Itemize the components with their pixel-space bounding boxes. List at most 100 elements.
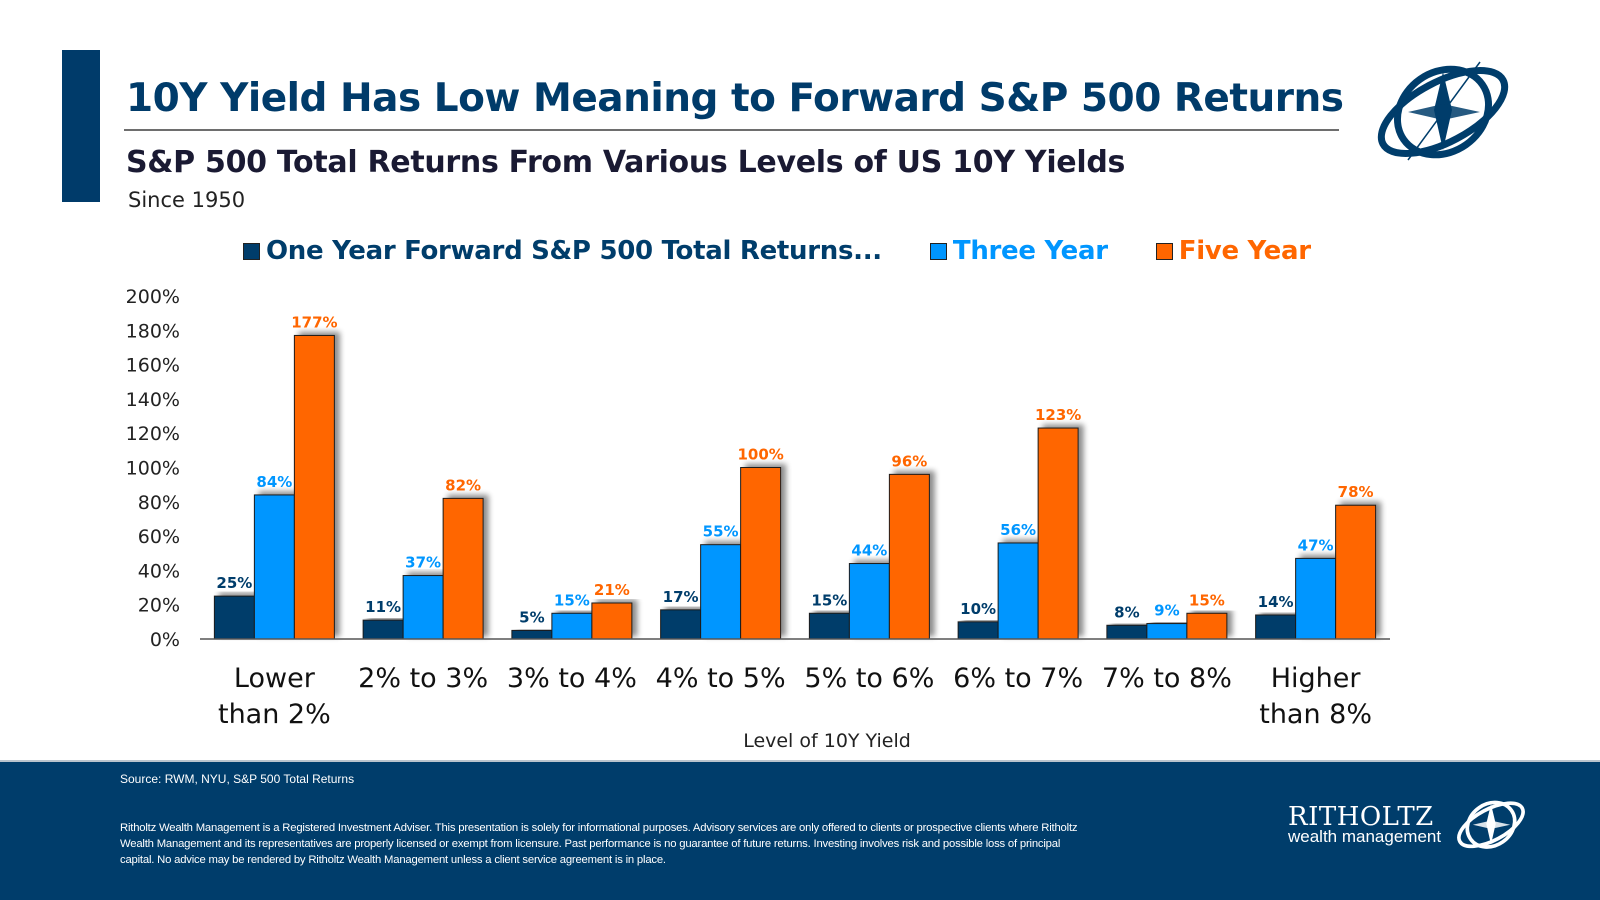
y-tick-label: 160%: [126, 355, 180, 377]
x-category-label: 2% to 3%: [358, 663, 488, 694]
y-tick-label: 180%: [126, 320, 180, 342]
bar-one-year: [511, 629, 553, 640]
y-tick-label: 140%: [126, 389, 180, 411]
y-tick-label: 100%: [126, 458, 180, 480]
bar-group: [362, 497, 484, 640]
data-label-one-year: 14%: [1258, 593, 1294, 611]
y-tick-label: 60%: [138, 526, 180, 548]
bar-one-year: [1106, 624, 1148, 640]
legend-swatch-three-year: [929, 242, 947, 260]
brand-tagline: wealth management: [1288, 827, 1442, 846]
page-title: 10Y Yield Has Low Meaning to Forward S&P…: [126, 76, 1344, 121]
data-label-five-year: 96%: [891, 452, 927, 470]
data-label-one-year: 25%: [216, 574, 252, 592]
bar-group: [957, 427, 1079, 640]
data-label-five-year: 100%: [737, 446, 783, 464]
data-label-three-year: 55%: [703, 523, 739, 541]
x-category-label: 4% to 5%: [656, 663, 786, 694]
bar-one-year: [957, 621, 999, 640]
x-category-label: 3% to 4%: [507, 663, 637, 694]
data-label-one-year: 15%: [811, 591, 847, 609]
y-tick-label: 120%: [126, 423, 180, 445]
legend-swatch-one-year: [243, 242, 260, 260]
data-label-one-year: 17%: [663, 588, 699, 606]
bar-three-year: [402, 575, 444, 640]
x-category-label: 6% to 7%: [953, 663, 1083, 694]
legend-item-one-year: One Year Forward S&P 500 Total Returns..…: [243, 236, 882, 266]
title-accent-bar: [62, 50, 100, 202]
data-label-five-year: 82%: [445, 476, 481, 494]
title-divider: [124, 129, 1339, 131]
bar-chart: 0% 20% 40% 60% 80% 100% 120% 140% 160% 180% 200% 2…: [126, 286, 1390, 752]
x-category-label: Lower than 2%: [218, 663, 331, 730]
bar-group: [511, 602, 633, 640]
chart-subtitle: S&P 500 Total Returns From Various Level…: [126, 145, 1126, 180]
legend-label-three-year: Three Year: [952, 236, 1108, 266]
legend-label-five-year: Five Year: [1178, 236, 1311, 266]
x-axis-title: Level of 10Y Yield: [743, 730, 911, 752]
y-tick-label: 200%: [126, 286, 180, 308]
disclaimer-text: Ritholtz Wealth Management is a Register…: [120, 822, 1078, 866]
x-category-label: Higher than 8%: [1259, 663, 1372, 730]
data-label-five-year: 177%: [291, 313, 337, 331]
bar-three-year: [700, 544, 742, 640]
y-tick-label: 80%: [138, 492, 180, 514]
source-note: Source: RWM, NYU, S&P 500 Total Returns: [120, 772, 355, 786]
bar-group: [1255, 504, 1377, 640]
bar-five-year: [293, 334, 335, 640]
bar-one-year: [362, 619, 404, 640]
chart-period-note: Since 1950: [128, 188, 246, 212]
bar-five-year: [1335, 504, 1377, 640]
bar-three-year: [848, 563, 890, 640]
bar-five-year: [442, 497, 484, 640]
data-label-three-year: 84%: [256, 473, 292, 491]
bar-group: [1106, 612, 1228, 640]
bar-five-year: [888, 473, 930, 640]
x-category-label: 7% to 8%: [1102, 663, 1232, 694]
data-label-five-year: 15%: [1189, 591, 1225, 609]
y-tick-label: 20%: [138, 595, 180, 617]
data-label-three-year: 9%: [1154, 602, 1179, 620]
data-label-one-year: 5%: [519, 608, 544, 626]
legend-label-one-year: One Year Forward S&P 500 Total Returns..…: [266, 236, 882, 266]
data-label-one-year: 10%: [960, 600, 996, 618]
bar-group: [213, 334, 335, 640]
compass-orbit-logo-icon: [1457, 800, 1525, 849]
x-category-label: 5% to 6%: [804, 663, 934, 694]
bar-one-year: [213, 595, 255, 640]
compass-orbit-logo-icon: [1377, 61, 1509, 161]
bar-three-year: [551, 612, 593, 640]
footer: Source: RWM, NYU, S&P 500 Total Returns …: [0, 760, 1600, 900]
bar-five-year: [1186, 612, 1228, 640]
bar-five-year: [591, 602, 633, 640]
bar-three-year: [253, 494, 295, 640]
bar-group: [808, 473, 930, 640]
data-label-five-year: 21%: [594, 581, 630, 599]
bar-group: [660, 467, 782, 640]
data-label-one-year: 8%: [1114, 603, 1139, 621]
footer-brand: RITHOLTZ wealth management: [1288, 804, 1441, 846]
bar-one-year: [1255, 614, 1297, 640]
data-label-three-year: 44%: [851, 542, 887, 560]
data-label-five-year: 123%: [1035, 406, 1081, 424]
bar-three-year: [997, 542, 1039, 640]
brand-name: RITHOLTZ: [1288, 802, 1434, 832]
bar-three-year: [1295, 557, 1337, 640]
data-labels: 25% 84% 177% 11% 37% 82% 5% 15% 21% 17% 55% 100% 15%…: [216, 313, 1373, 626]
bar-five-year: [1037, 427, 1079, 640]
data-label-three-year: 37%: [405, 554, 441, 572]
data-label-three-year: 56%: [1000, 521, 1036, 539]
bar-one-year: [660, 609, 702, 640]
x-axis: Lower than 2% 2% to 3% 3% to 4% 4% to 5% 5% t…: [218, 663, 1372, 730]
legend-item-five-year: Five Year: [1155, 236, 1311, 266]
bar-one-year: [808, 612, 850, 640]
legend-swatch-five-year: [1155, 242, 1173, 260]
y-tick-label: 0%: [150, 629, 180, 651]
bar-three-year: [1146, 623, 1188, 640]
y-axis: 0% 20% 40% 60% 80% 100% 120% 140% 160% 180% 200%: [126, 286, 180, 651]
bar-five-year: [740, 467, 782, 640]
legend-item-three-year: Three Year: [929, 236, 1108, 266]
bars: [213, 334, 1377, 640]
data-label-five-year: 78%: [1338, 483, 1374, 501]
data-label-one-year: 11%: [365, 598, 401, 616]
